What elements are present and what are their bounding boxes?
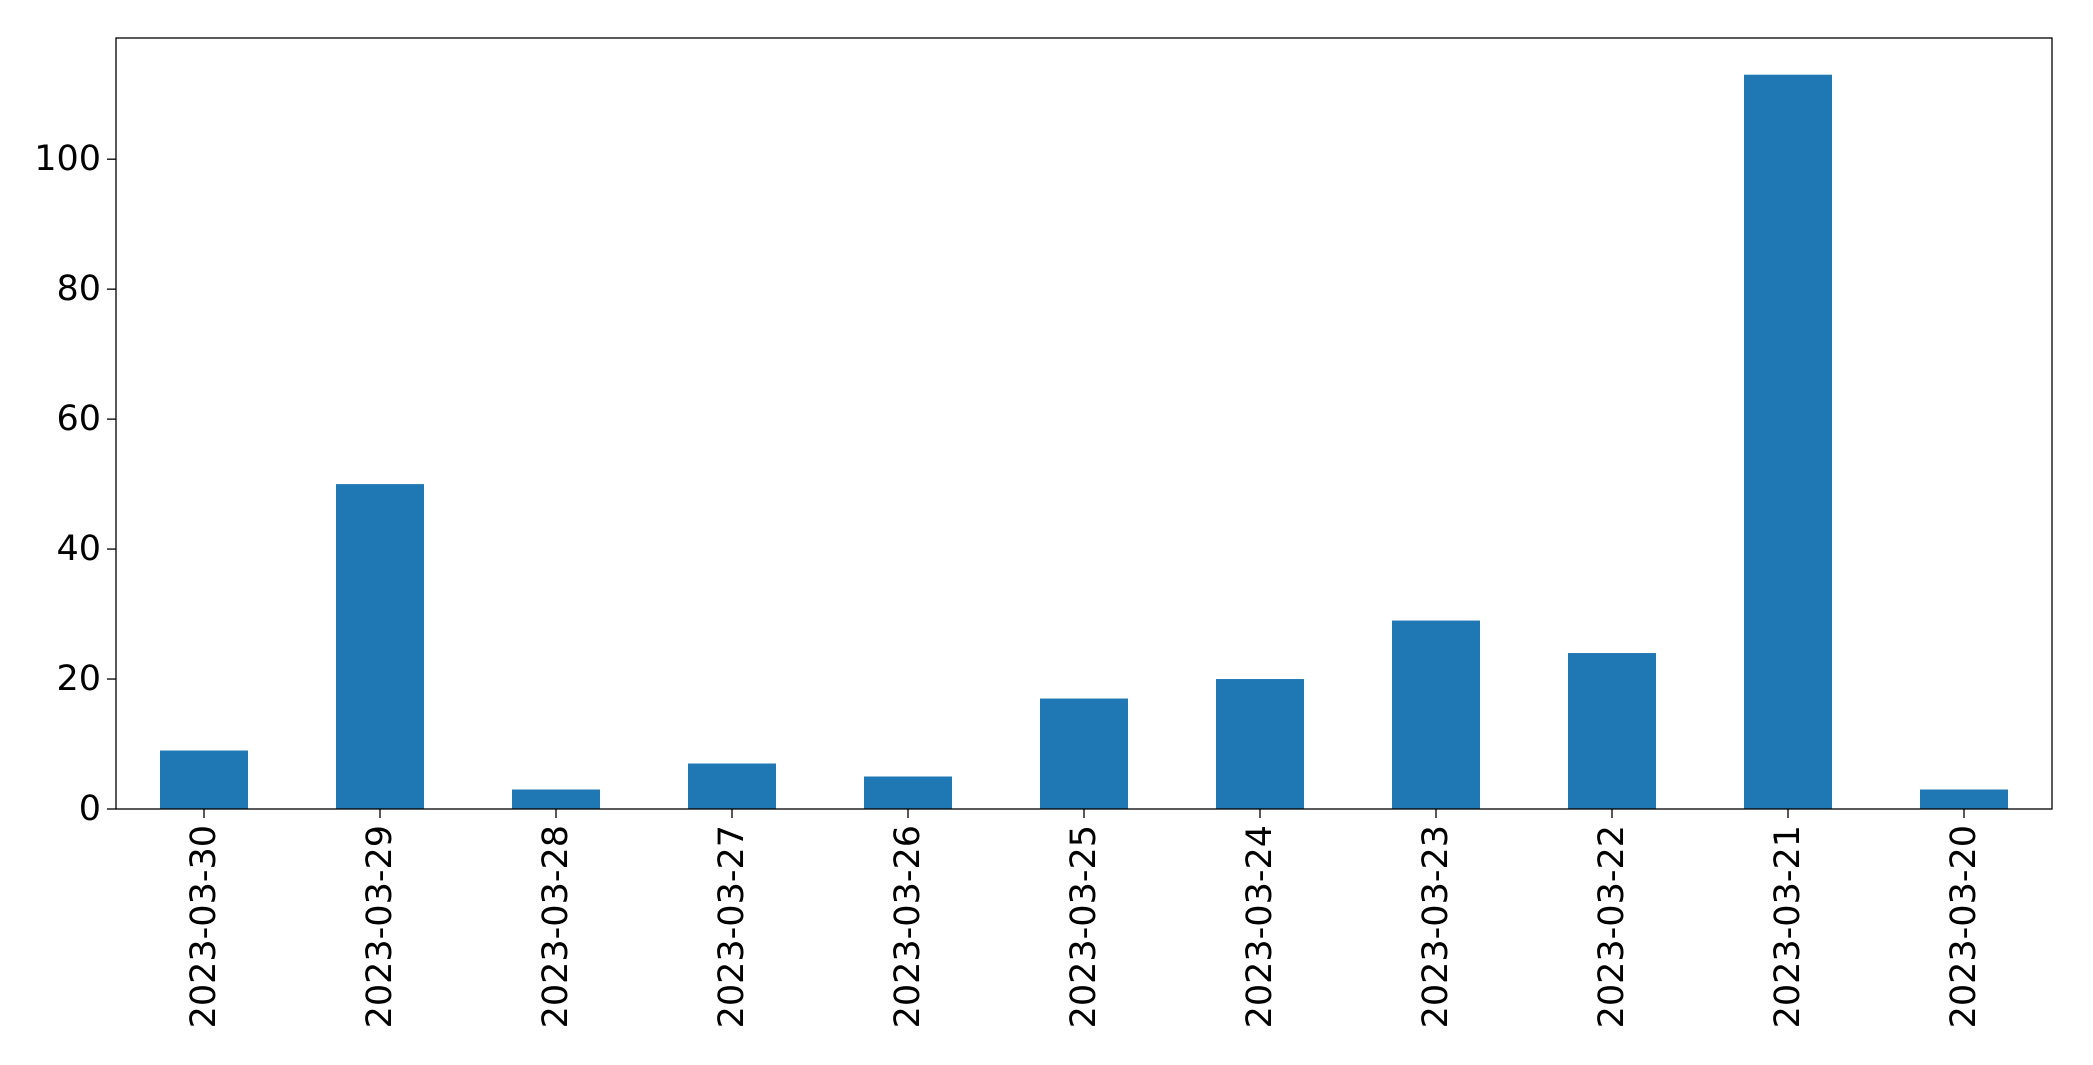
bar-2023-03-29 xyxy=(336,484,424,809)
bar-2023-03-23 xyxy=(1392,620,1480,809)
x-tick-label: 2023-03-23 xyxy=(1416,825,1456,1028)
x-tick-label: 2023-03-28 xyxy=(536,825,576,1028)
y-tick-label: 100 xyxy=(34,139,101,179)
y-tick-label: 60 xyxy=(56,399,101,439)
x-tick-label: 2023-03-25 xyxy=(1064,825,1104,1028)
x-tick-label: 2023-03-21 xyxy=(1768,825,1808,1028)
x-tick-label: 2023-03-30 xyxy=(184,825,224,1028)
x-tick-label: 2023-03-20 xyxy=(1944,825,1984,1028)
y-tick-label: 20 xyxy=(56,659,101,699)
bar-2023-03-27 xyxy=(688,763,776,809)
bar-2023-03-21 xyxy=(1744,74,1832,809)
bar-2023-03-25 xyxy=(1040,698,1128,809)
bar-2023-03-26 xyxy=(864,776,952,809)
bar-2023-03-24 xyxy=(1216,679,1304,809)
bar-2023-03-30 xyxy=(160,750,248,809)
bar-2023-03-20 xyxy=(1920,789,2008,809)
y-tick-label: 80 xyxy=(56,269,101,309)
x-axis: 2023-03-30 2023-03-29 2023-03-28 2023-03-27… xyxy=(184,809,1984,1028)
y-tick-label: 0 xyxy=(79,789,101,829)
bars-layer xyxy=(160,74,2008,809)
x-tick-label: 2023-03-27 xyxy=(712,825,752,1028)
x-tick-label: 2023-03-29 xyxy=(360,825,400,1028)
y-axis: 0 20 40 60 80 100 xyxy=(34,139,116,829)
x-tick-label: 2023-03-24 xyxy=(1240,825,1280,1028)
bar-2023-03-28 xyxy=(512,789,600,809)
bar-2023-03-22 xyxy=(1568,653,1656,809)
x-tick-label: 2023-03-26 xyxy=(888,825,928,1028)
y-tick-label: 40 xyxy=(56,529,101,569)
x-tick-label: 2023-03-22 xyxy=(1592,825,1632,1028)
